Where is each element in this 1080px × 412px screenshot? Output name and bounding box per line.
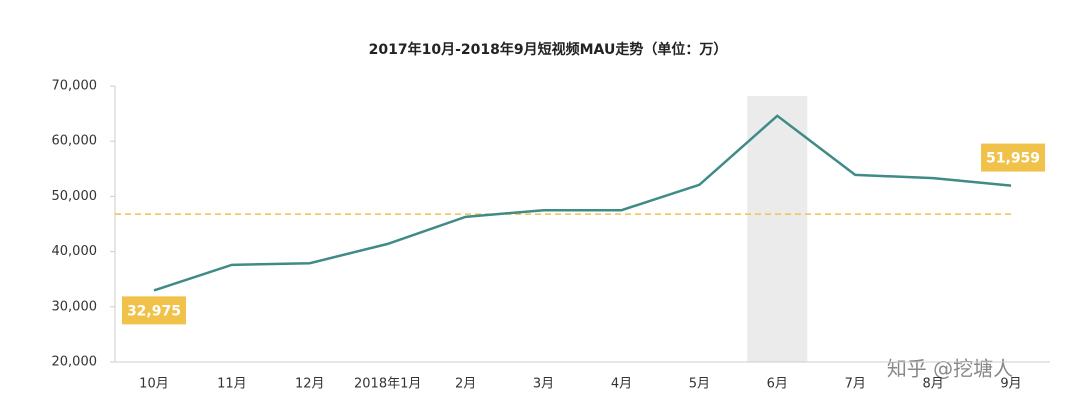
highlight-band xyxy=(747,96,808,362)
x-tick-label: 10月 xyxy=(139,377,169,392)
y-tick-label: 40,000 xyxy=(52,244,98,259)
x-tick-label: 8月 xyxy=(922,377,943,392)
y-tick-label: 60,000 xyxy=(52,134,98,149)
y-tick-label: 50,000 xyxy=(52,189,98,204)
line xyxy=(153,114,1012,292)
x-tick-label: 9月 xyxy=(1000,377,1021,392)
value-label: 32,975 xyxy=(127,303,181,319)
chart-title: 2017年10月-2018年9月短视频MAU走势（单位：万） xyxy=(369,41,728,58)
value-label: 51,959 xyxy=(986,151,1040,167)
x-tick-label: 7月 xyxy=(845,377,866,392)
x-tick-label: 4月 xyxy=(611,377,632,392)
y-tick-label: 20,000 xyxy=(52,355,98,370)
value-label-box xyxy=(981,143,1046,172)
x-tick-label: 5月 xyxy=(689,377,710,392)
x-tick-label: 3月 xyxy=(533,377,554,392)
y-tick-label: 70,000 xyxy=(52,79,98,94)
watermark: 知乎 @挖塘人 xyxy=(887,357,1013,381)
value-label-box xyxy=(121,296,186,325)
x-tick-label: 6月 xyxy=(767,377,788,392)
x-tick-label: 2月 xyxy=(455,377,476,392)
x-tick-label: 2018年1月 xyxy=(354,377,421,392)
x-tick-label: 11月 xyxy=(217,377,247,392)
x-tick-label: 12月 xyxy=(295,377,325,392)
y-tick-label: 30,000 xyxy=(52,299,98,314)
